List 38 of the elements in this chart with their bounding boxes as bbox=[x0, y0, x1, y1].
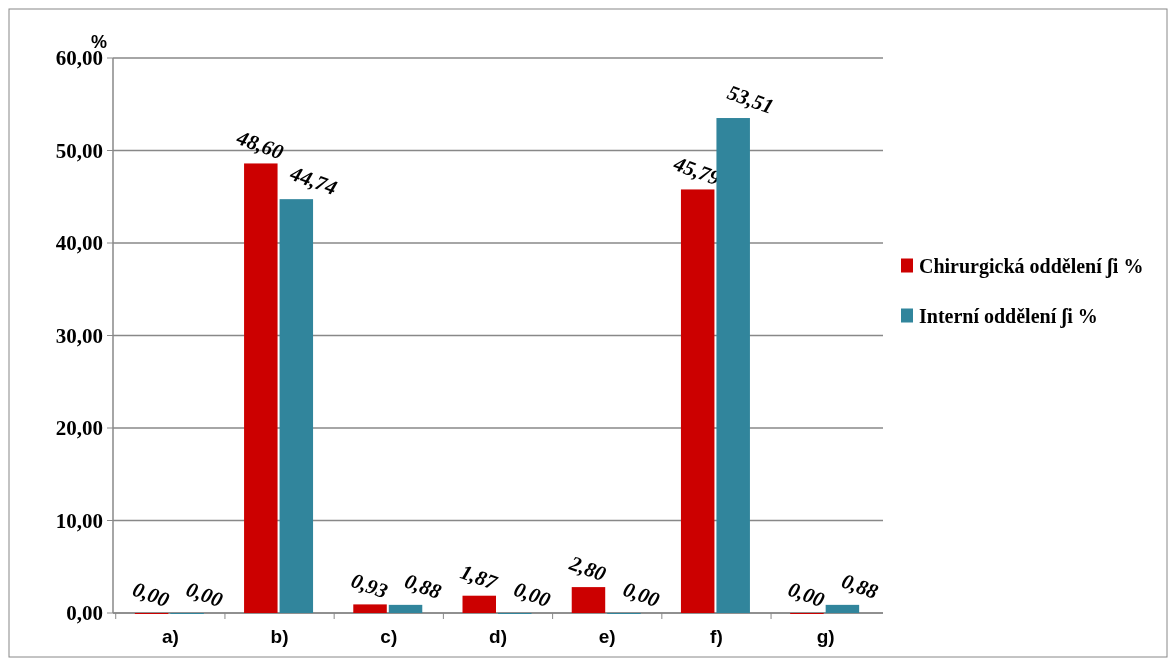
data-label: 44,74 bbox=[286, 160, 341, 200]
bar bbox=[244, 163, 278, 613]
bar bbox=[571, 587, 606, 613]
data-label: 0,00 bbox=[183, 576, 227, 613]
data-label: 0,93 bbox=[348, 568, 391, 604]
data-label: 0,88 bbox=[401, 568, 445, 605]
x-tick-label: d) bbox=[489, 626, 507, 647]
data-label: 0,00 bbox=[129, 576, 173, 613]
bar bbox=[462, 595, 496, 613]
legend-label: Chirurgická oddělení ʃi % bbox=[919, 254, 1144, 278]
x-tick-label: b) bbox=[270, 626, 289, 647]
data-label: 0,00 bbox=[510, 576, 554, 613]
legend-label: Interní oddělení ʃi % bbox=[919, 304, 1098, 328]
y-tick-label: 40,00 bbox=[55, 231, 103, 256]
data-label: 0,88 bbox=[838, 568, 882, 605]
y-tick-label: 30,00 bbox=[55, 323, 103, 348]
x-tick-label: a) bbox=[161, 626, 179, 647]
bar bbox=[279, 199, 314, 613]
data-label: 0,00 bbox=[784, 576, 829, 613]
data-label: 53,51 bbox=[724, 80, 777, 119]
bar bbox=[680, 189, 715, 613]
y-tick-label: 20,00 bbox=[55, 416, 103, 441]
y-tick-label: 0,00 bbox=[66, 601, 103, 626]
data-label: 0,00 bbox=[619, 576, 664, 613]
data-label: 48,60 bbox=[232, 125, 287, 165]
bar bbox=[716, 118, 750, 613]
y-tick-label: 50,00 bbox=[55, 138, 103, 163]
y-axis-title: % bbox=[91, 32, 108, 52]
x-tick-label: c) bbox=[380, 626, 398, 647]
x-tick-label: f) bbox=[710, 626, 723, 647]
x-tick-label: g) bbox=[816, 626, 835, 647]
x-tick-label: e) bbox=[598, 626, 616, 647]
data-label: 2,80 bbox=[565, 550, 610, 587]
bar bbox=[353, 604, 387, 613]
bar bbox=[388, 604, 423, 613]
bar bbox=[825, 604, 860, 613]
data-label: 1,87 bbox=[457, 559, 502, 596]
y-tick-label: 10,00 bbox=[55, 508, 103, 533]
